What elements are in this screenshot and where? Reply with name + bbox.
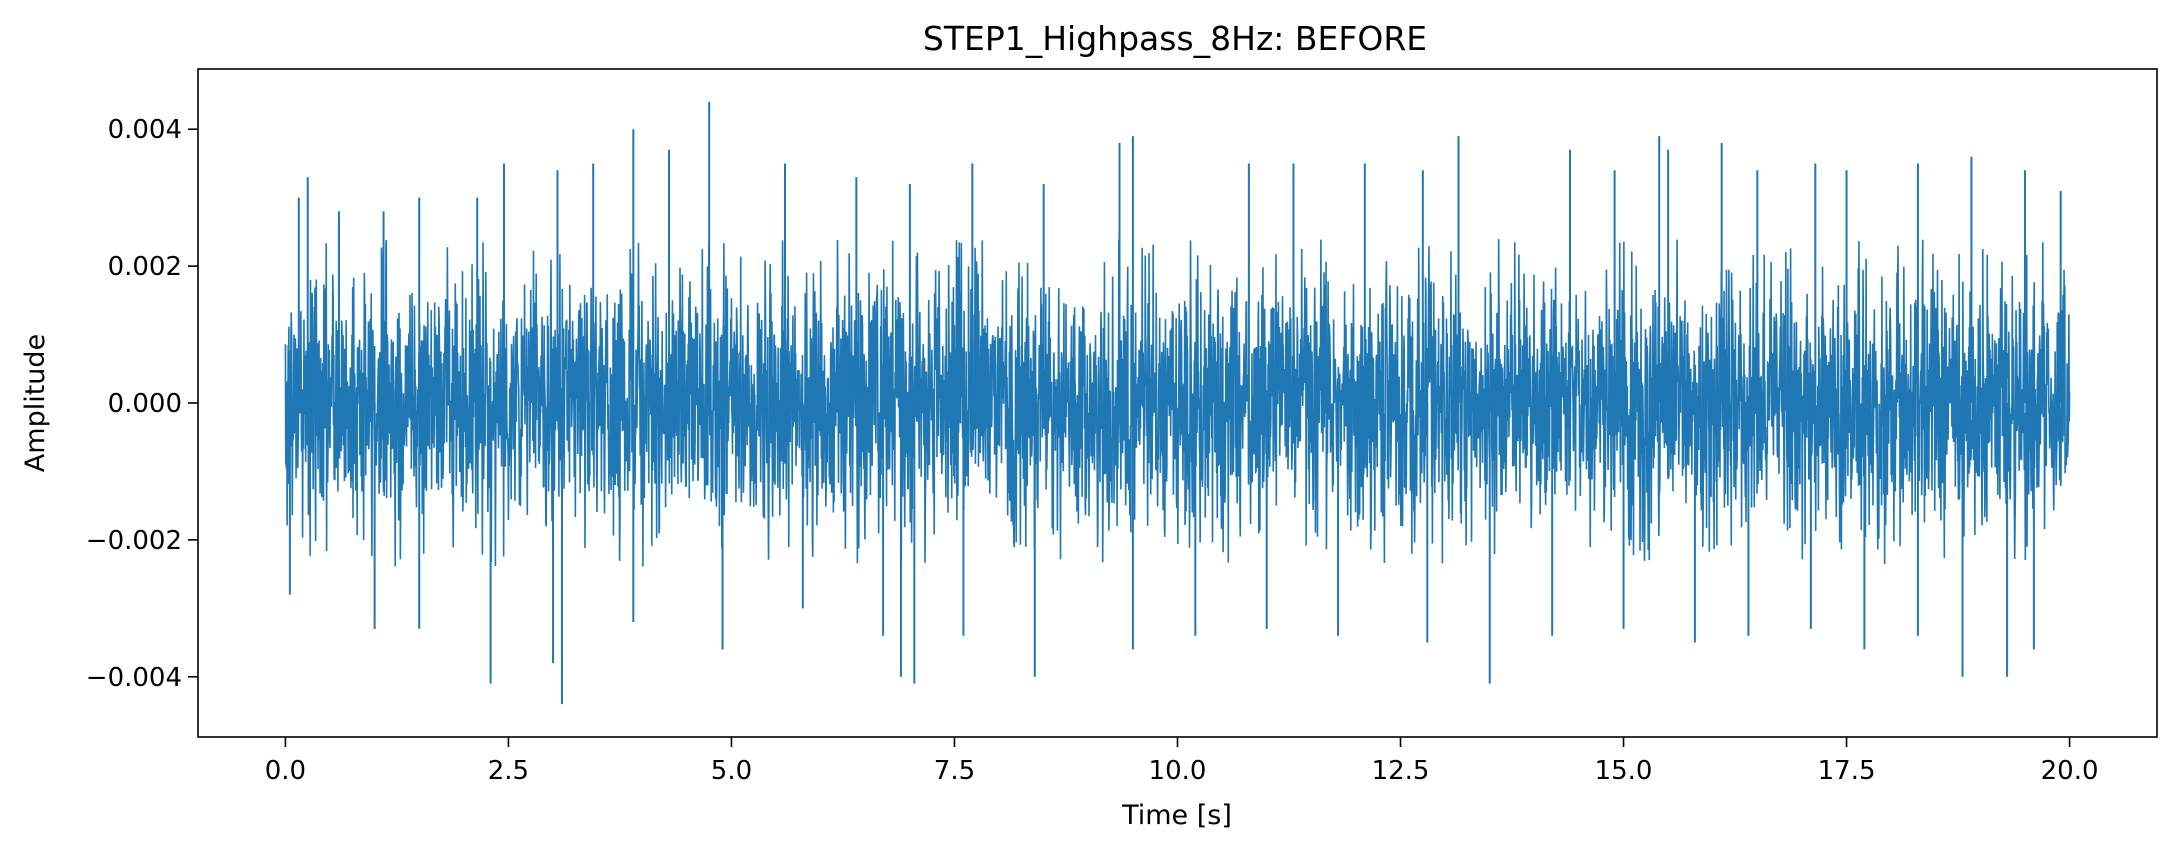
x-tick-label: 12.5	[1372, 756, 1430, 786]
y-tick-label: −0.004	[86, 663, 182, 693]
y-axis: −0.004 −0.002 0.000 0.002 0.004	[86, 115, 198, 693]
y-tick-label: 0.004	[108, 115, 182, 145]
x-tick-label: 15.0	[1595, 756, 1653, 786]
x-tick-label: 5.0	[711, 756, 752, 786]
plot-area	[197, 68, 2158, 738]
y-tick-label: 0.002	[108, 252, 182, 282]
signal-trace	[284, 239, 2071, 567]
x-tick-label: 10.0	[1149, 756, 1207, 786]
x-tick-label: 20.0	[2041, 756, 2099, 786]
x-tick-label: 7.5	[934, 756, 975, 786]
y-tick-label: −0.002	[86, 526, 182, 556]
chart-title: STEP1_Highpass_8Hz: BEFORE	[923, 19, 1427, 58]
x-tick-label: 2.5	[488, 756, 529, 786]
x-tick-label: 17.5	[1818, 756, 1876, 786]
x-tick-label: 0.0	[265, 756, 306, 786]
y-axis-label: Amplitude	[20, 334, 51, 472]
signal-layer	[284, 101, 2071, 705]
x-axis-label: Time [s]	[1121, 800, 1232, 831]
y-tick-label: 0.000	[108, 389, 182, 419]
x-axis: 0.0 2.5 5.0 7.5 10.0 12.5 15.0 17.5 20.0	[265, 737, 2099, 786]
